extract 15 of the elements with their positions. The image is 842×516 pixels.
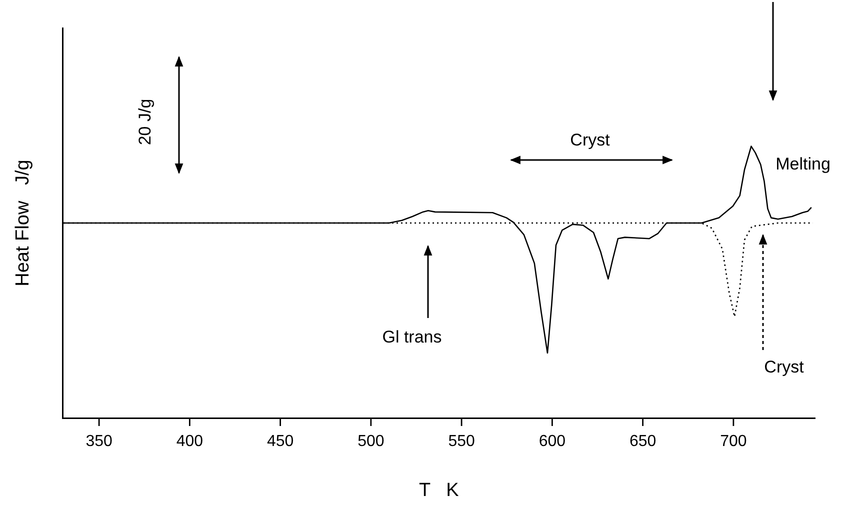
x-tick-label: 350: [86, 433, 112, 450]
x-tick-label: 550: [448, 433, 475, 450]
text: Cryst: [764, 358, 804, 377]
annotation: Cryst: [570, 130, 610, 150]
annotation: Melting: [776, 154, 830, 174]
annotation: Gl trans: [382, 328, 442, 347]
x-tick-label: 450: [266, 433, 294, 450]
x-axis-title: T K: [419, 480, 460, 501]
x-tick-label: 500: [358, 433, 384, 450]
x-tick-label: 400: [176, 433, 204, 450]
x-tick-label: 700: [720, 433, 747, 450]
text: 20 J/g: [136, 98, 155, 146]
x-tick-label: 650: [629, 433, 656, 450]
y-axis-title: Heat Flow J/g: [12, 160, 34, 286]
x-tick-label: 600: [538, 433, 566, 450]
